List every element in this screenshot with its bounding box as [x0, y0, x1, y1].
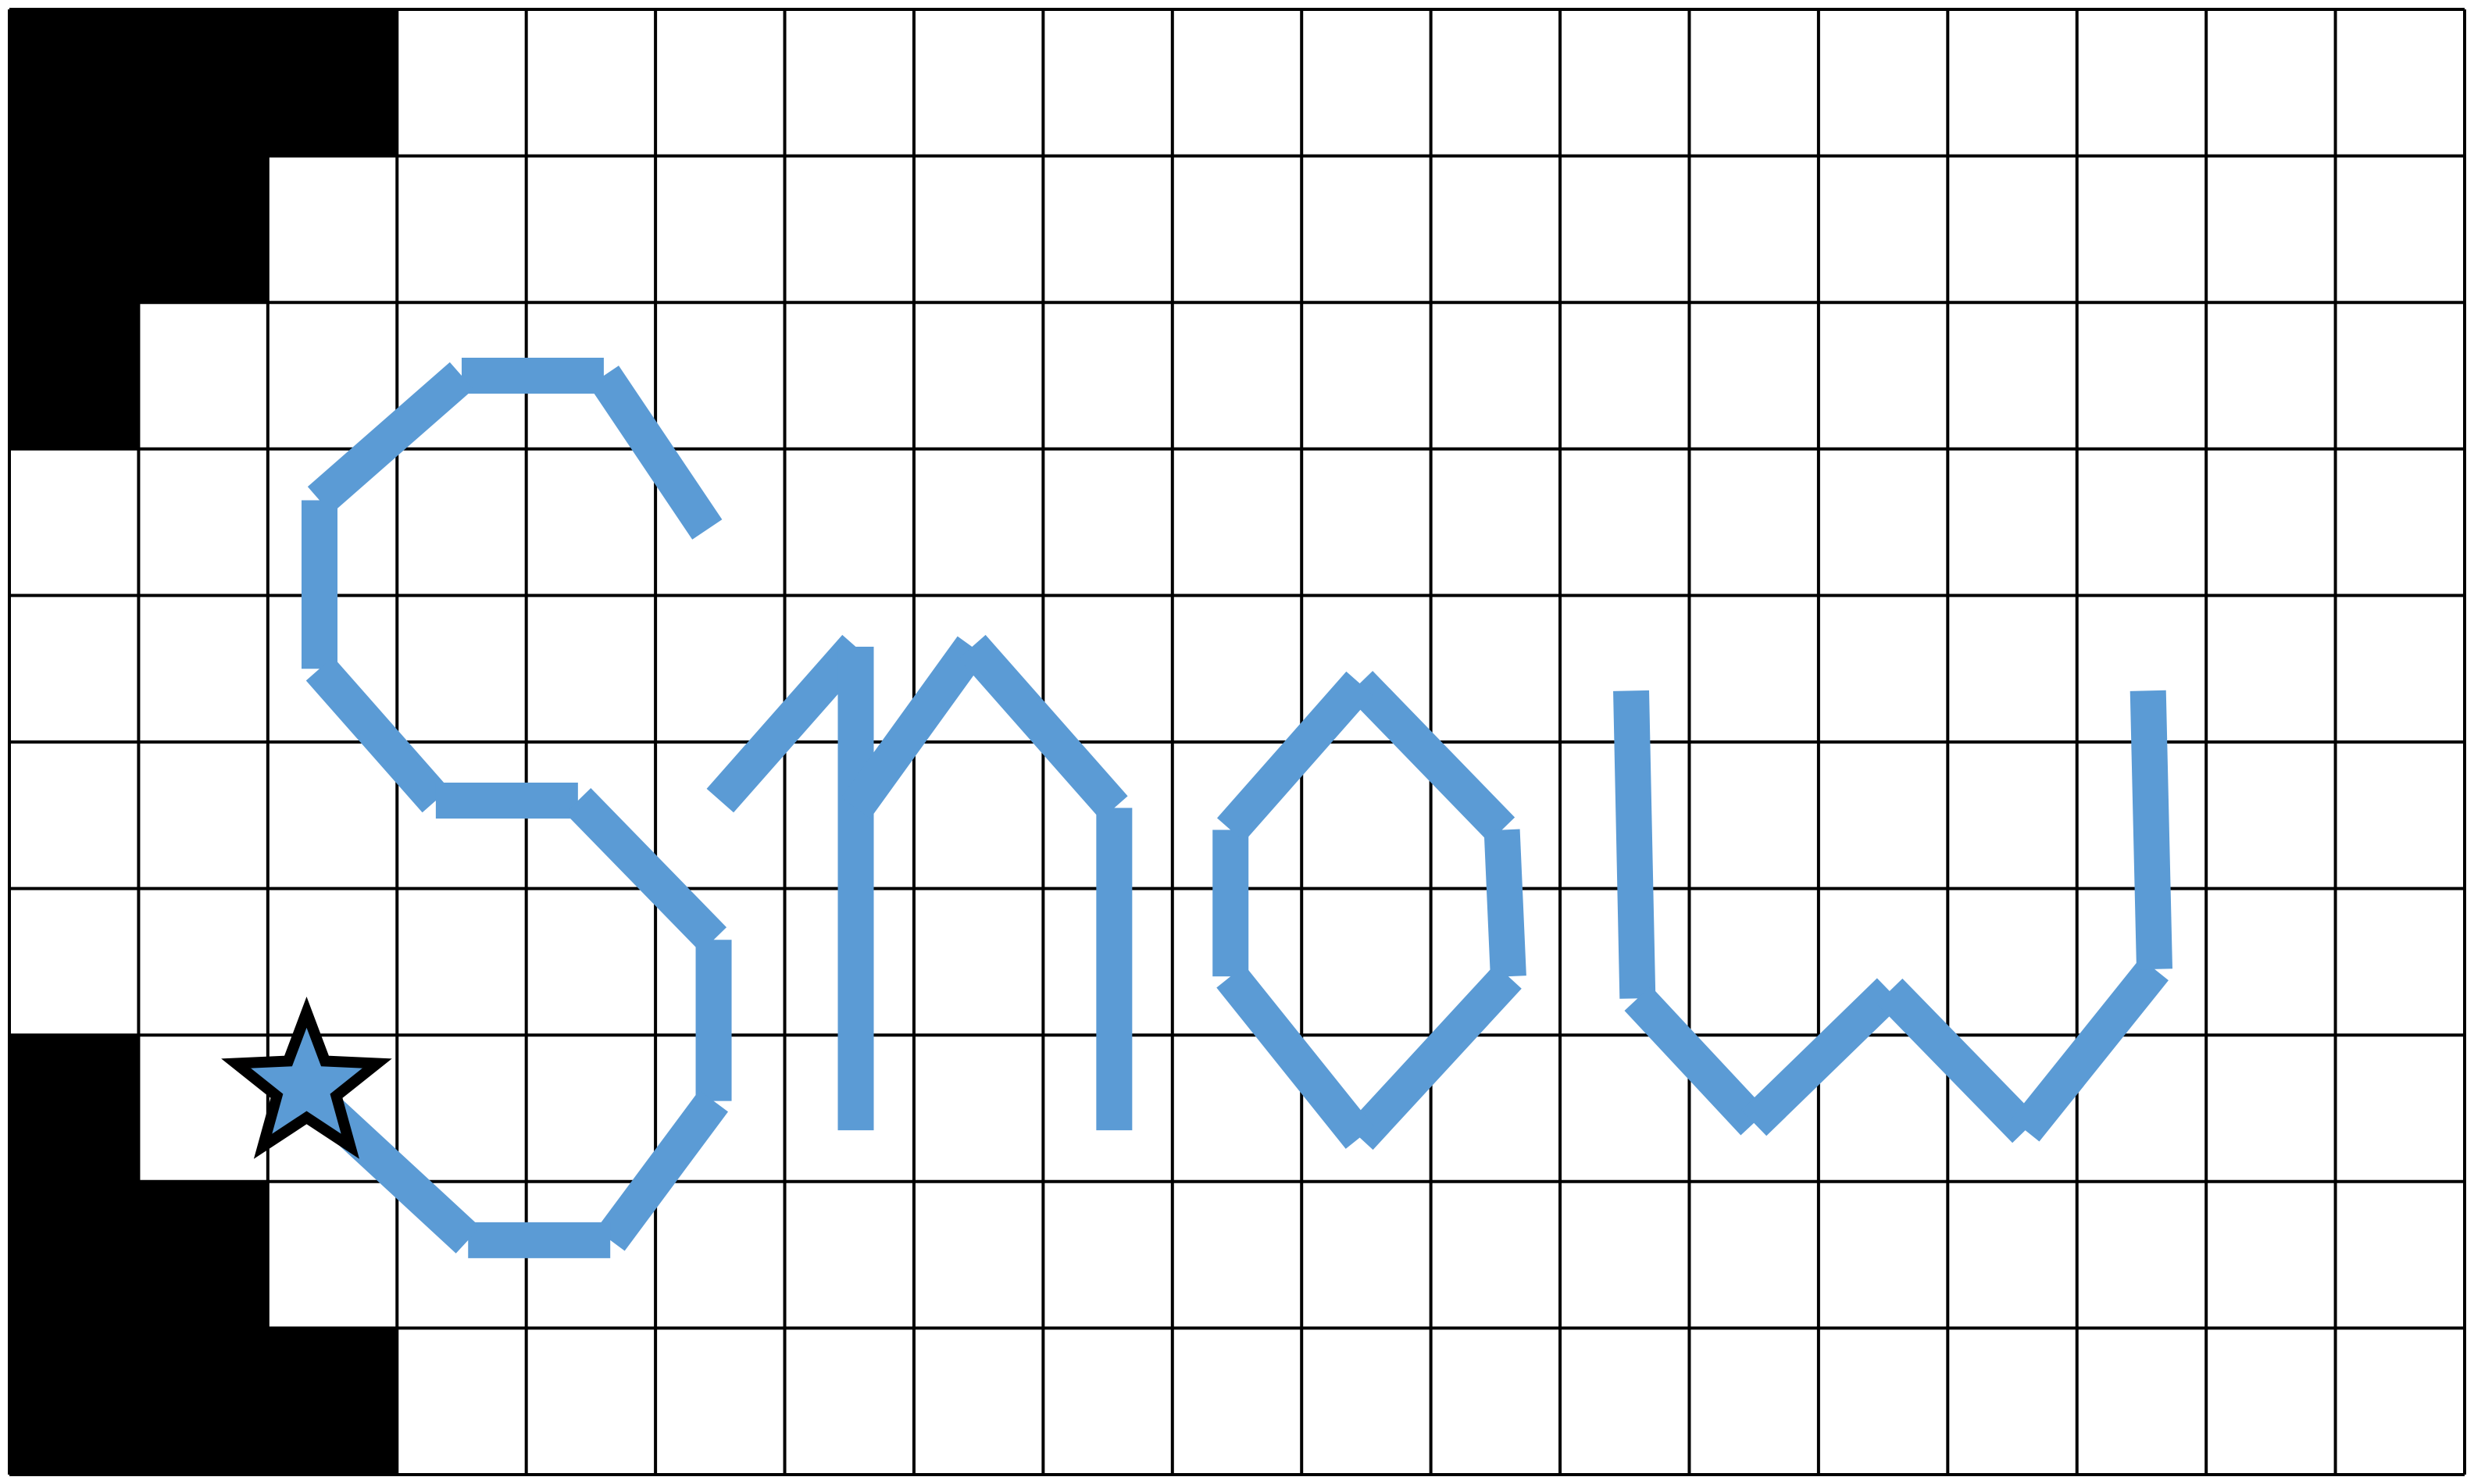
filled-cell: [9, 155, 140, 304]
stroke-segment: [1624, 986, 1767, 1136]
filled-cell: [9, 1328, 140, 1475]
filled-cell: [138, 1181, 269, 1329]
start-star-shape: [221, 996, 392, 1159]
filled-cell: [267, 1328, 398, 1475]
stroke-segment: [1347, 670, 1515, 843]
snow-word-path: [281, 358, 2172, 1258]
stroke-segment: [588, 366, 723, 540]
filled-cell: [138, 1328, 269, 1475]
stroke-segment: [959, 634, 1128, 820]
stroke-segment: [2129, 690, 2172, 970]
letter-n: [706, 634, 874, 1131]
filled-cell: [9, 1035, 140, 1183]
stroke-segment: [1216, 965, 1374, 1149]
filled-cell: [138, 155, 269, 304]
filled-cell: [138, 9, 269, 157]
letter-o: [1212, 670, 1526, 1150]
stroke-segment: [706, 634, 869, 813]
filled-cell: [267, 9, 398, 157]
stroke-segment: [1483, 829, 1526, 978]
filled-cell: [9, 302, 140, 450]
stroke-segment: [1876, 978, 2039, 1143]
filled-cell: [9, 9, 140, 157]
stroke-segment: [305, 656, 450, 813]
letter-n-arch: [841, 634, 1133, 1131]
star-icon: [221, 996, 392, 1159]
stroke-segment: [2011, 958, 2169, 1142]
stroke-segment: [1613, 690, 1656, 999]
stroke-segment: [565, 787, 727, 953]
filled-cell: [9, 1181, 140, 1329]
letter-s: [281, 358, 732, 1258]
stroke-segment: [1741, 978, 1902, 1136]
stroke-segment: [307, 362, 474, 514]
stroke-segment: [841, 636, 987, 819]
filled-cells: [9, 9, 398, 1475]
letter-w: [1613, 690, 2172, 1143]
stroke-segment: [1346, 964, 1522, 1150]
stroke-segment: [1216, 671, 1373, 842]
stroke-segment: [595, 1090, 729, 1251]
